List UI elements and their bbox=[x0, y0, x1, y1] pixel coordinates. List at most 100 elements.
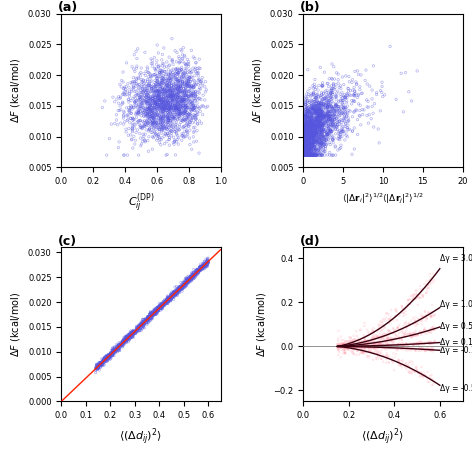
Point bbox=[372, 343, 379, 350]
Point bbox=[137, 321, 144, 328]
Point bbox=[154, 97, 162, 104]
Point bbox=[407, 347, 414, 354]
Point bbox=[346, 344, 353, 351]
Point bbox=[305, 130, 312, 138]
Point bbox=[121, 118, 128, 125]
Point bbox=[154, 308, 162, 315]
Point bbox=[315, 124, 323, 131]
Point bbox=[313, 91, 320, 98]
Point bbox=[412, 295, 419, 303]
Point bbox=[165, 54, 173, 61]
Point bbox=[168, 96, 175, 103]
Point bbox=[172, 126, 180, 133]
Point bbox=[303, 152, 311, 159]
Point bbox=[428, 308, 435, 316]
Point bbox=[429, 348, 436, 355]
Point bbox=[162, 297, 169, 304]
Point bbox=[311, 130, 319, 137]
Point bbox=[157, 95, 164, 102]
Point bbox=[135, 324, 142, 331]
Point bbox=[168, 132, 175, 139]
Point bbox=[349, 87, 357, 94]
Point bbox=[173, 286, 181, 294]
Point bbox=[331, 86, 338, 93]
Point bbox=[153, 304, 161, 311]
Point bbox=[314, 117, 321, 124]
Point bbox=[186, 273, 194, 281]
Point bbox=[359, 348, 366, 355]
Point bbox=[389, 324, 397, 331]
Point bbox=[177, 74, 185, 81]
Point bbox=[149, 95, 156, 102]
Point bbox=[174, 106, 181, 114]
Point bbox=[163, 299, 170, 306]
Point bbox=[180, 133, 187, 140]
Point bbox=[314, 139, 321, 146]
Point bbox=[302, 143, 310, 150]
Point bbox=[416, 372, 424, 379]
Point bbox=[200, 263, 207, 270]
Point bbox=[144, 100, 152, 107]
Point bbox=[131, 330, 138, 337]
Point bbox=[303, 138, 311, 146]
Point bbox=[159, 104, 167, 111]
Point bbox=[163, 126, 171, 133]
Point bbox=[351, 92, 358, 100]
Point bbox=[161, 296, 169, 303]
Point bbox=[312, 102, 320, 109]
Point bbox=[307, 128, 314, 135]
Point bbox=[352, 106, 360, 113]
Point bbox=[391, 328, 398, 335]
Point bbox=[168, 295, 175, 303]
Point bbox=[125, 334, 132, 341]
Point bbox=[171, 288, 178, 295]
Point bbox=[197, 85, 204, 92]
Point bbox=[198, 263, 205, 270]
Point bbox=[142, 111, 150, 118]
Point bbox=[312, 83, 320, 91]
Point bbox=[311, 76, 319, 83]
Point bbox=[308, 106, 315, 113]
Point bbox=[331, 143, 339, 150]
Point bbox=[183, 132, 191, 139]
Point bbox=[404, 331, 411, 338]
Point bbox=[158, 97, 165, 105]
Point bbox=[180, 134, 188, 141]
Point bbox=[118, 338, 126, 345]
Point bbox=[423, 346, 430, 353]
Point bbox=[309, 152, 316, 159]
Point bbox=[384, 342, 392, 350]
Point bbox=[340, 342, 347, 350]
Point bbox=[428, 339, 435, 346]
Point bbox=[129, 330, 137, 337]
Point bbox=[403, 365, 410, 373]
Point bbox=[112, 346, 120, 353]
Point bbox=[92, 364, 100, 371]
Point bbox=[156, 304, 163, 311]
Point bbox=[126, 105, 134, 112]
Point bbox=[172, 66, 180, 74]
Point bbox=[201, 258, 208, 265]
Point bbox=[303, 138, 311, 146]
Point bbox=[409, 315, 417, 322]
Point bbox=[320, 100, 328, 107]
Point bbox=[199, 262, 207, 269]
Point bbox=[302, 136, 310, 143]
Point bbox=[303, 143, 311, 151]
Point bbox=[162, 114, 169, 121]
Point bbox=[303, 149, 311, 156]
Point bbox=[302, 129, 310, 136]
Point bbox=[157, 74, 165, 82]
Point bbox=[321, 119, 329, 126]
Point bbox=[325, 116, 333, 123]
Point bbox=[303, 149, 311, 156]
Point bbox=[318, 137, 326, 144]
Point bbox=[169, 119, 177, 126]
Point bbox=[145, 90, 153, 97]
Point bbox=[149, 308, 156, 316]
Point bbox=[344, 344, 352, 351]
Point bbox=[304, 131, 312, 138]
Point bbox=[418, 285, 426, 293]
Point bbox=[152, 307, 159, 314]
Point bbox=[159, 124, 166, 131]
